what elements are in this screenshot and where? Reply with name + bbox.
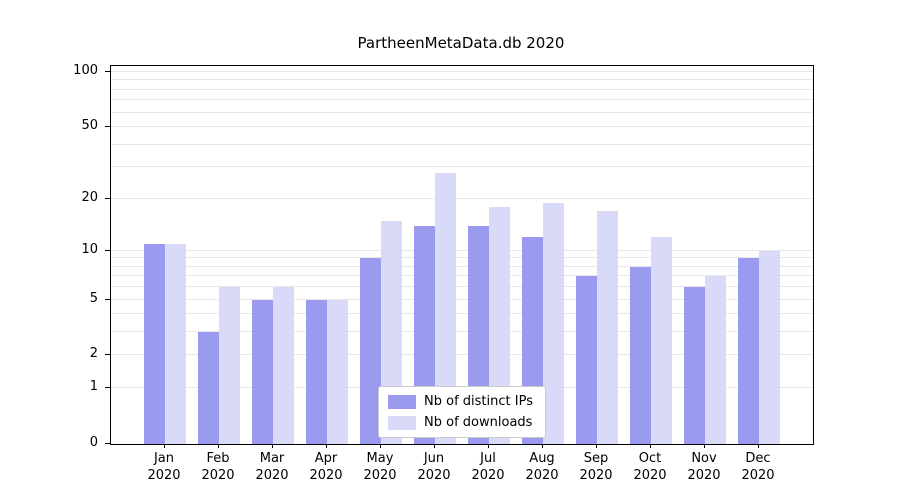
x-tick-label: Dec 2020 — [741, 451, 775, 483]
bar-apr-distinct-ips — [306, 299, 327, 444]
y-tick-mark — [105, 126, 110, 128]
x-tick-mark — [272, 444, 273, 448]
bar-dec-downloads — [759, 250, 780, 444]
gridline — [111, 275, 813, 277]
bar-feb-distinct-ips — [198, 332, 219, 444]
gridline — [111, 111, 813, 113]
x-tick-mark — [542, 444, 543, 448]
x-tick-mark — [164, 444, 165, 448]
bar-apr-downloads — [327, 299, 348, 444]
x-tick-label: Mar 2020 — [255, 451, 289, 483]
y-tick-mark — [105, 443, 110, 444]
y-tick-label: 5 — [89, 290, 98, 306]
y-tick-mark — [105, 354, 110, 356]
bar-feb-downloads — [219, 287, 240, 444]
x-tick-mark — [218, 444, 219, 448]
chart-title: PartheenMetaData.db 2020 — [357, 34, 565, 52]
y-tick-mark — [105, 71, 110, 73]
bar-jan-downloads — [165, 243, 186, 444]
gridline — [111, 354, 813, 356]
legend-swatch-distinct-ips — [388, 394, 417, 409]
y-tick-mark — [105, 298, 110, 300]
y-tick-label: 20 — [81, 189, 98, 205]
gridline — [111, 257, 813, 259]
x-tick-label: May 2020 — [363, 451, 397, 483]
x-tick-label: Feb 2020 — [201, 451, 235, 483]
bar-nov-downloads — [705, 276, 726, 444]
y-tick-label: 1 — [89, 379, 98, 395]
gridline — [111, 99, 813, 101]
bar-jun-downloads — [435, 172, 456, 444]
gridline — [111, 331, 813, 333]
x-tick-mark — [380, 444, 381, 448]
gridline — [111, 88, 813, 90]
x-tick-mark — [434, 444, 435, 448]
gridline — [111, 298, 813, 300]
y-tick-label: 50 — [81, 118, 98, 134]
x-tick-mark — [758, 444, 759, 448]
bar-jul-downloads — [489, 206, 510, 444]
gridline — [111, 249, 813, 251]
gridline — [111, 166, 813, 168]
x-tick-mark — [650, 444, 651, 448]
legend-item-distinct-ips: Nb of distinct IPs — [388, 394, 533, 409]
y-tick-label: 2 — [89, 346, 98, 362]
bar-jan-distinct-ips — [144, 243, 165, 444]
legend-label-distinct-ips: Nb of distinct IPs — [424, 394, 533, 409]
x-tick-label: Oct 2020 — [633, 451, 667, 483]
gridline — [111, 143, 813, 145]
x-tick-label: Apr 2020 — [309, 451, 343, 483]
bar-aug-downloads — [543, 202, 564, 444]
bar-may-distinct-ips — [360, 258, 381, 444]
x-tick-mark — [704, 444, 705, 448]
gridline — [111, 71, 813, 73]
gridline — [111, 286, 813, 288]
x-tick-label: Jun 2020 — [417, 451, 451, 483]
bar-oct-downloads — [651, 237, 672, 444]
bar-sep-downloads — [597, 211, 618, 444]
legend: Nb of distinct IPs Nb of downloads — [378, 386, 546, 438]
bar-sep-distinct-ips — [576, 276, 597, 444]
y-tick-label: 0 — [89, 435, 98, 450]
legend-label-downloads: Nb of downloads — [424, 415, 533, 430]
bar-mar-distinct-ips — [252, 299, 273, 444]
y-tick-label: 10 — [81, 241, 98, 257]
bar-mar-downloads — [273, 287, 294, 444]
gridline — [111, 197, 813, 199]
bar-oct-distinct-ips — [630, 266, 651, 444]
plot-area: Nb of distinct IPs Nb of downloads — [110, 65, 814, 445]
bar-dec-distinct-ips — [738, 258, 759, 444]
y-tick-label: 100 — [73, 63, 98, 79]
x-tick-mark — [596, 444, 597, 448]
x-tick-label: Jan 2020 — [147, 451, 181, 483]
x-tick-label: Aug 2020 — [525, 451, 559, 483]
gridline — [111, 313, 813, 315]
x-tick-mark — [488, 444, 489, 448]
legend-item-downloads: Nb of downloads — [388, 415, 533, 430]
y-tick-mark — [105, 387, 110, 389]
x-tick-label: Jul 2020 — [471, 451, 505, 483]
bar-nov-distinct-ips — [684, 287, 705, 444]
y-tick-mark — [105, 197, 110, 199]
legend-swatch-downloads — [388, 415, 417, 430]
x-tick-label: Sep 2020 — [579, 451, 613, 483]
x-tick-label: Nov 2020 — [687, 451, 721, 483]
gridline — [111, 79, 813, 81]
y-tick-mark — [105, 249, 110, 251]
gridline — [111, 126, 813, 128]
gridline — [111, 265, 813, 267]
x-tick-mark — [326, 444, 327, 448]
